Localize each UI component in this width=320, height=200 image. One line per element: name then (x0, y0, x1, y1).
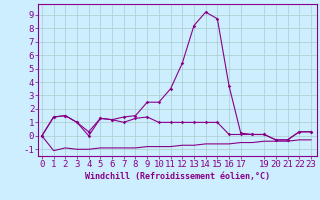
X-axis label: Windchill (Refroidissement éolien,°C): Windchill (Refroidissement éolien,°C) (85, 172, 270, 181)
